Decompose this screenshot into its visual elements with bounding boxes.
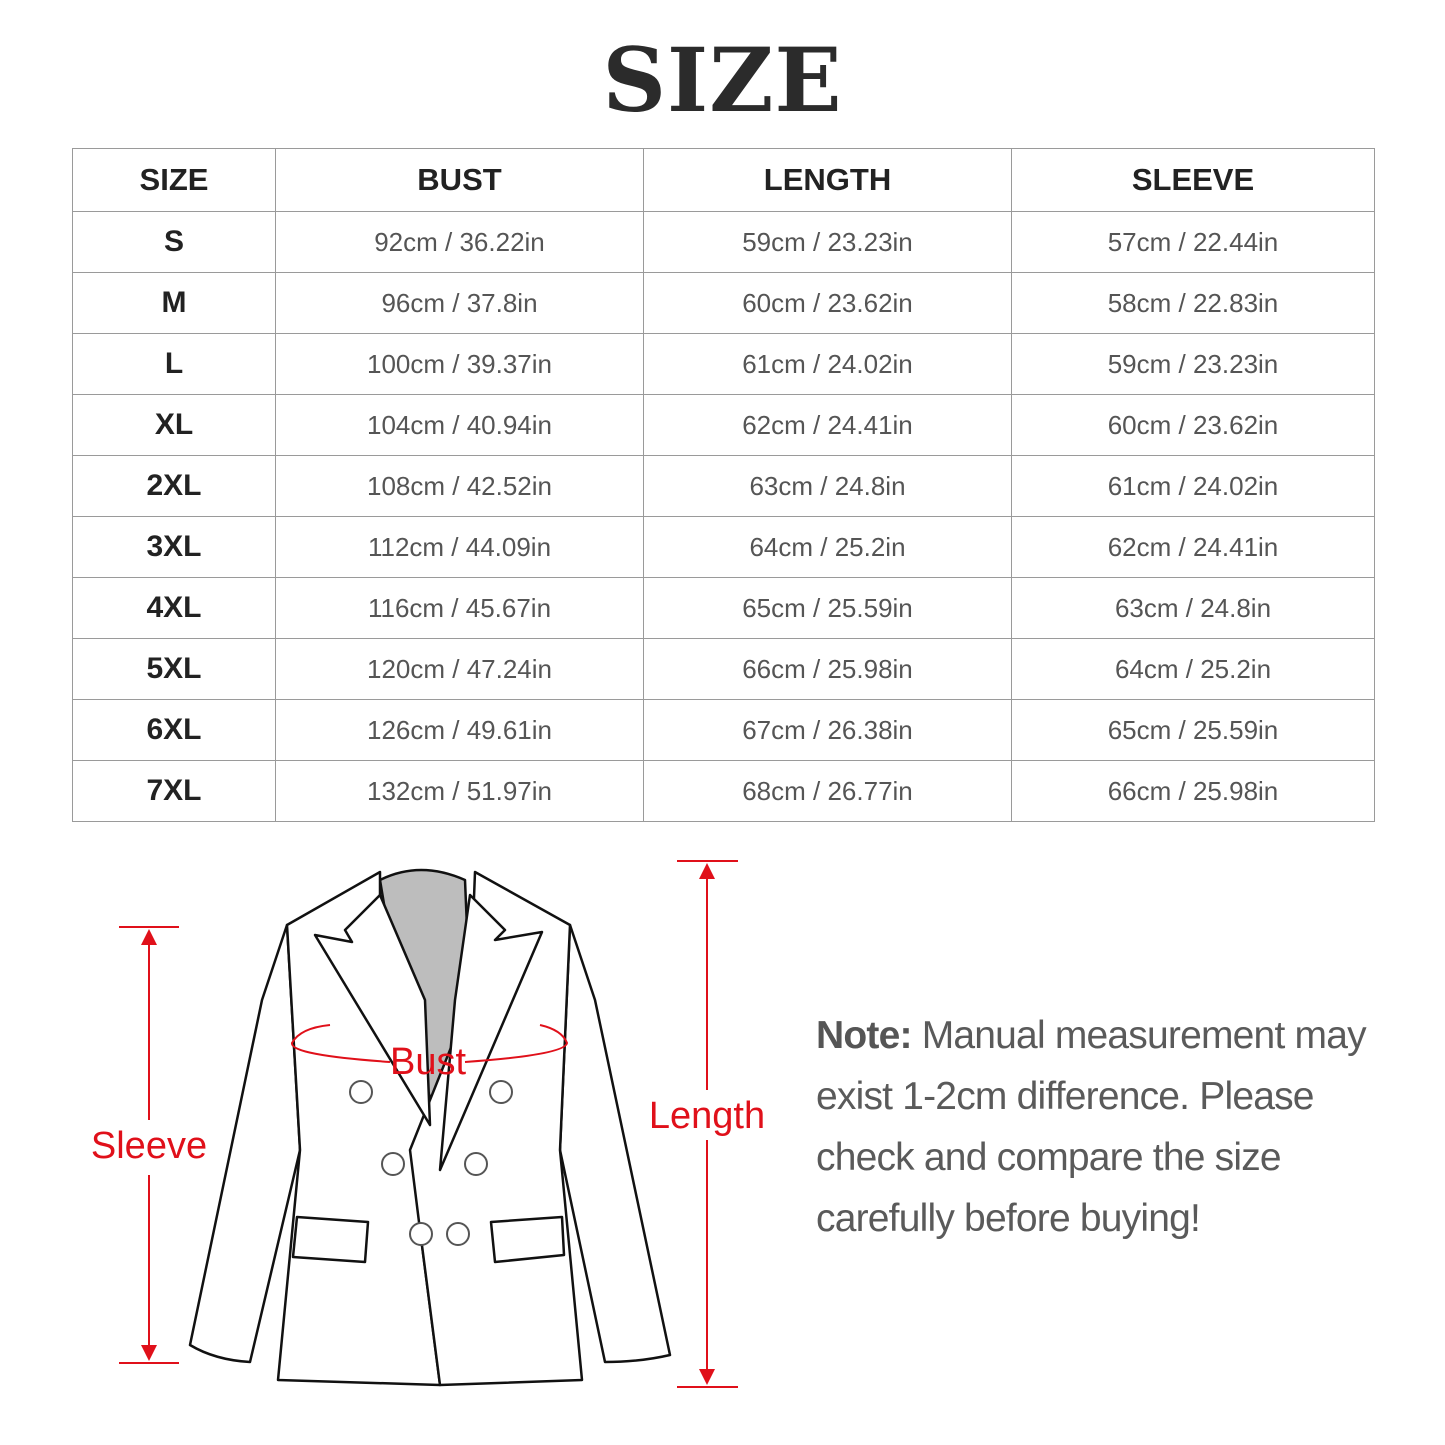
cell-bust: 96cm / 37.8in [275, 272, 644, 334]
size-table: SIZE BUST LENGTH SLEEVE S 92cm / 36.22in 5… [72, 148, 1375, 822]
cell-size: 7XL [72, 760, 276, 822]
cell-sleeve: 66cm / 25.98in [1011, 760, 1375, 822]
note-label: Note: [816, 1014, 912, 1057]
cell-bust: 120cm / 47.24in [275, 638, 644, 700]
cell-bust: 126cm / 49.61in [275, 699, 644, 761]
cell-length: 64cm / 25.2in [643, 516, 1012, 578]
cell-sleeve: 61cm / 24.02in [1011, 455, 1375, 517]
cell-bust: 112cm / 44.09in [275, 516, 644, 578]
cell-bust: 100cm / 39.37in [275, 333, 644, 395]
measurement-note: Note: Manual measurement may exist 1-2cm… [816, 1005, 1416, 1249]
page-title: SIZE [602, 28, 843, 132]
measurement-lines [119, 860, 738, 1388]
cell-length: 61cm / 24.02in [643, 333, 1012, 395]
header-sleeve: SLEEVE [1011, 148, 1375, 212]
cell-sleeve: 58cm / 22.83in [1011, 272, 1375, 334]
cell-length: 68cm / 26.77in [643, 760, 1012, 822]
cell-size: 6XL [72, 699, 276, 761]
table-row: 4XL 116cm / 45.67in 65cm / 25.59in 63cm / 2… [72, 577, 1375, 639]
cell-sleeve: 59cm / 23.23in [1011, 333, 1375, 395]
table-row: S 92cm / 36.22in 59cm / 23.23in 57cm / 22.4… [72, 211, 1375, 273]
jacket-buttons [349, 1080, 513, 1246]
cell-size: 3XL [72, 516, 276, 578]
sleeve-label: Sleeve [91, 1125, 207, 1167]
cell-bust: 132cm / 51.97in [275, 760, 644, 822]
length-label: Length [649, 1095, 765, 1137]
cell-length: 59cm / 23.23in [643, 211, 1012, 273]
note-text: Manual measurement may exist 1-2cm diffe… [816, 1014, 1367, 1240]
cell-size: 4XL [72, 577, 276, 639]
table-row: 3XL 112cm / 44.09in 64cm / 25.2in 62cm / 24… [72, 516, 1375, 578]
table-row: 5XL 120cm / 47.24in 66cm / 25.98in 64cm / 2… [72, 638, 1375, 700]
cell-sleeve: 57cm / 22.44in [1011, 211, 1375, 273]
cell-size: L [72, 333, 276, 395]
cell-size: 5XL [72, 638, 276, 700]
cell-sleeve: 63cm / 24.8in [1011, 577, 1375, 639]
table-row: XL 104cm / 40.94in 62cm / 24.41in 60cm / 23… [72, 394, 1375, 456]
cell-sleeve: 60cm / 23.62in [1011, 394, 1375, 456]
table-row: 2XL 108cm / 42.52in 63cm / 24.8in 61cm / 24… [72, 455, 1375, 517]
cell-sleeve: 62cm / 24.41in [1011, 516, 1375, 578]
arrowheads [141, 863, 715, 1385]
cell-length: 60cm / 23.62in [643, 272, 1012, 334]
table-row: L 100cm / 39.37in 61cm / 24.02in 59cm / 23.… [72, 333, 1375, 395]
table-row: 7XL 132cm / 51.97in 68cm / 26.77in 66cm / 2… [72, 760, 1375, 822]
cell-size: S [72, 211, 276, 273]
bust-label: Bust [390, 1041, 466, 1083]
cell-sleeve: 64cm / 25.2in [1011, 638, 1375, 700]
jacket-drawing [188, 868, 672, 1387]
cell-length: 63cm / 24.8in [643, 455, 1012, 517]
cell-bust: 108cm / 42.52in [275, 455, 644, 517]
table-row: M 96cm / 37.8in 60cm / 23.62in 58cm / 22.83… [72, 272, 1375, 334]
cell-sleeve: 65cm / 25.59in [1011, 699, 1375, 761]
cell-size: XL [72, 394, 276, 456]
cell-length: 66cm / 25.98in [643, 638, 1012, 700]
cell-length: 65cm / 25.59in [643, 577, 1012, 639]
header-size: SIZE [72, 148, 276, 212]
cell-length: 62cm / 24.41in [643, 394, 1012, 456]
cell-bust: 104cm / 40.94in [275, 394, 644, 456]
header-length: LENGTH [643, 148, 1012, 212]
